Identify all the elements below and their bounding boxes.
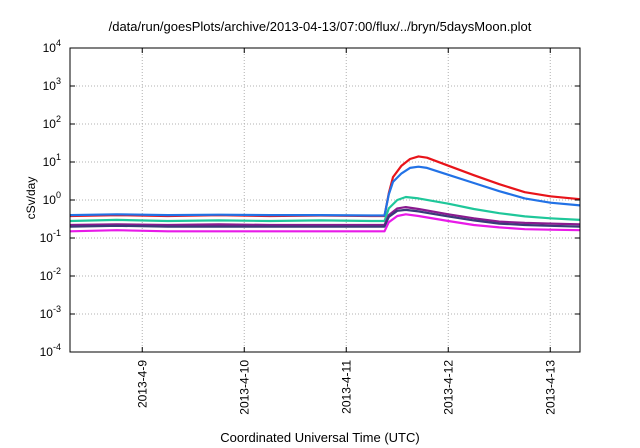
series-line-2 [69, 165, 581, 217]
y-tick-exponent: 0 [56, 190, 61, 200]
y-tick-base: 10 [43, 41, 57, 55]
y-tick-base: 10 [40, 307, 54, 321]
y-tick-label: 10-3 [40, 304, 61, 321]
y-tick-base: 10 [43, 155, 57, 169]
y-tick-base: 10 [40, 231, 54, 245]
y-tick-label: 100 [43, 190, 61, 207]
y-tick-exponent: -4 [53, 342, 61, 352]
x-ticks: 2013-4-9 2013-4-10 2013-4-11 2013-4-12 2013-… [135, 48, 557, 415]
x-tick-label: 2013-4-9 [135, 360, 149, 408]
y-tick-base: 10 [43, 117, 57, 131]
y-tick-base: 10 [43, 193, 57, 207]
y-tick-base: 10 [40, 345, 54, 359]
y-axis-label: cSv/day [24, 176, 38, 220]
y-tick-exponent: 4 [56, 38, 61, 48]
chart-title: /data/run/goesPlots/archive/2013-04-13/0… [108, 19, 532, 34]
series-line-5 [69, 208, 581, 228]
y-tick-exponent: -3 [53, 304, 61, 314]
series-line-4 [69, 206, 581, 227]
series-line-3 [69, 195, 581, 223]
y-tick-label: 102 [43, 114, 61, 131]
grid-lines [70, 47, 580, 353]
x-tick-label: 2013-4-12 [441, 360, 455, 415]
y-tick-label: 103 [43, 76, 61, 93]
y-tick-base: 10 [40, 269, 54, 283]
y-tick-exponent: -1 [53, 228, 61, 238]
y-tick-exponent: 2 [56, 114, 61, 124]
series-line-6 [69, 213, 581, 233]
y-tick-label: 10-4 [40, 342, 61, 359]
y-tick-label: 10-2 [40, 266, 61, 283]
y-tick-exponent: 3 [56, 76, 61, 86]
y-tick-label: 101 [43, 152, 61, 169]
series-line-1 [69, 155, 581, 218]
x-tick-label: 2013-4-10 [237, 360, 251, 415]
y-tick-label: 10-1 [40, 228, 61, 245]
y-tick-exponent: -2 [53, 266, 61, 276]
y-tick-label: 104 [43, 38, 61, 55]
y-tick-base: 10 [43, 79, 57, 93]
series-lines [69, 155, 581, 233]
y-tick-exponent: 1 [56, 152, 61, 162]
x-axis-label: Coordinated Universal Time (UTC) [220, 430, 420, 445]
x-tick-label: 2013-4-13 [543, 360, 557, 415]
x-tick-label: 2013-4-11 [339, 360, 353, 414]
